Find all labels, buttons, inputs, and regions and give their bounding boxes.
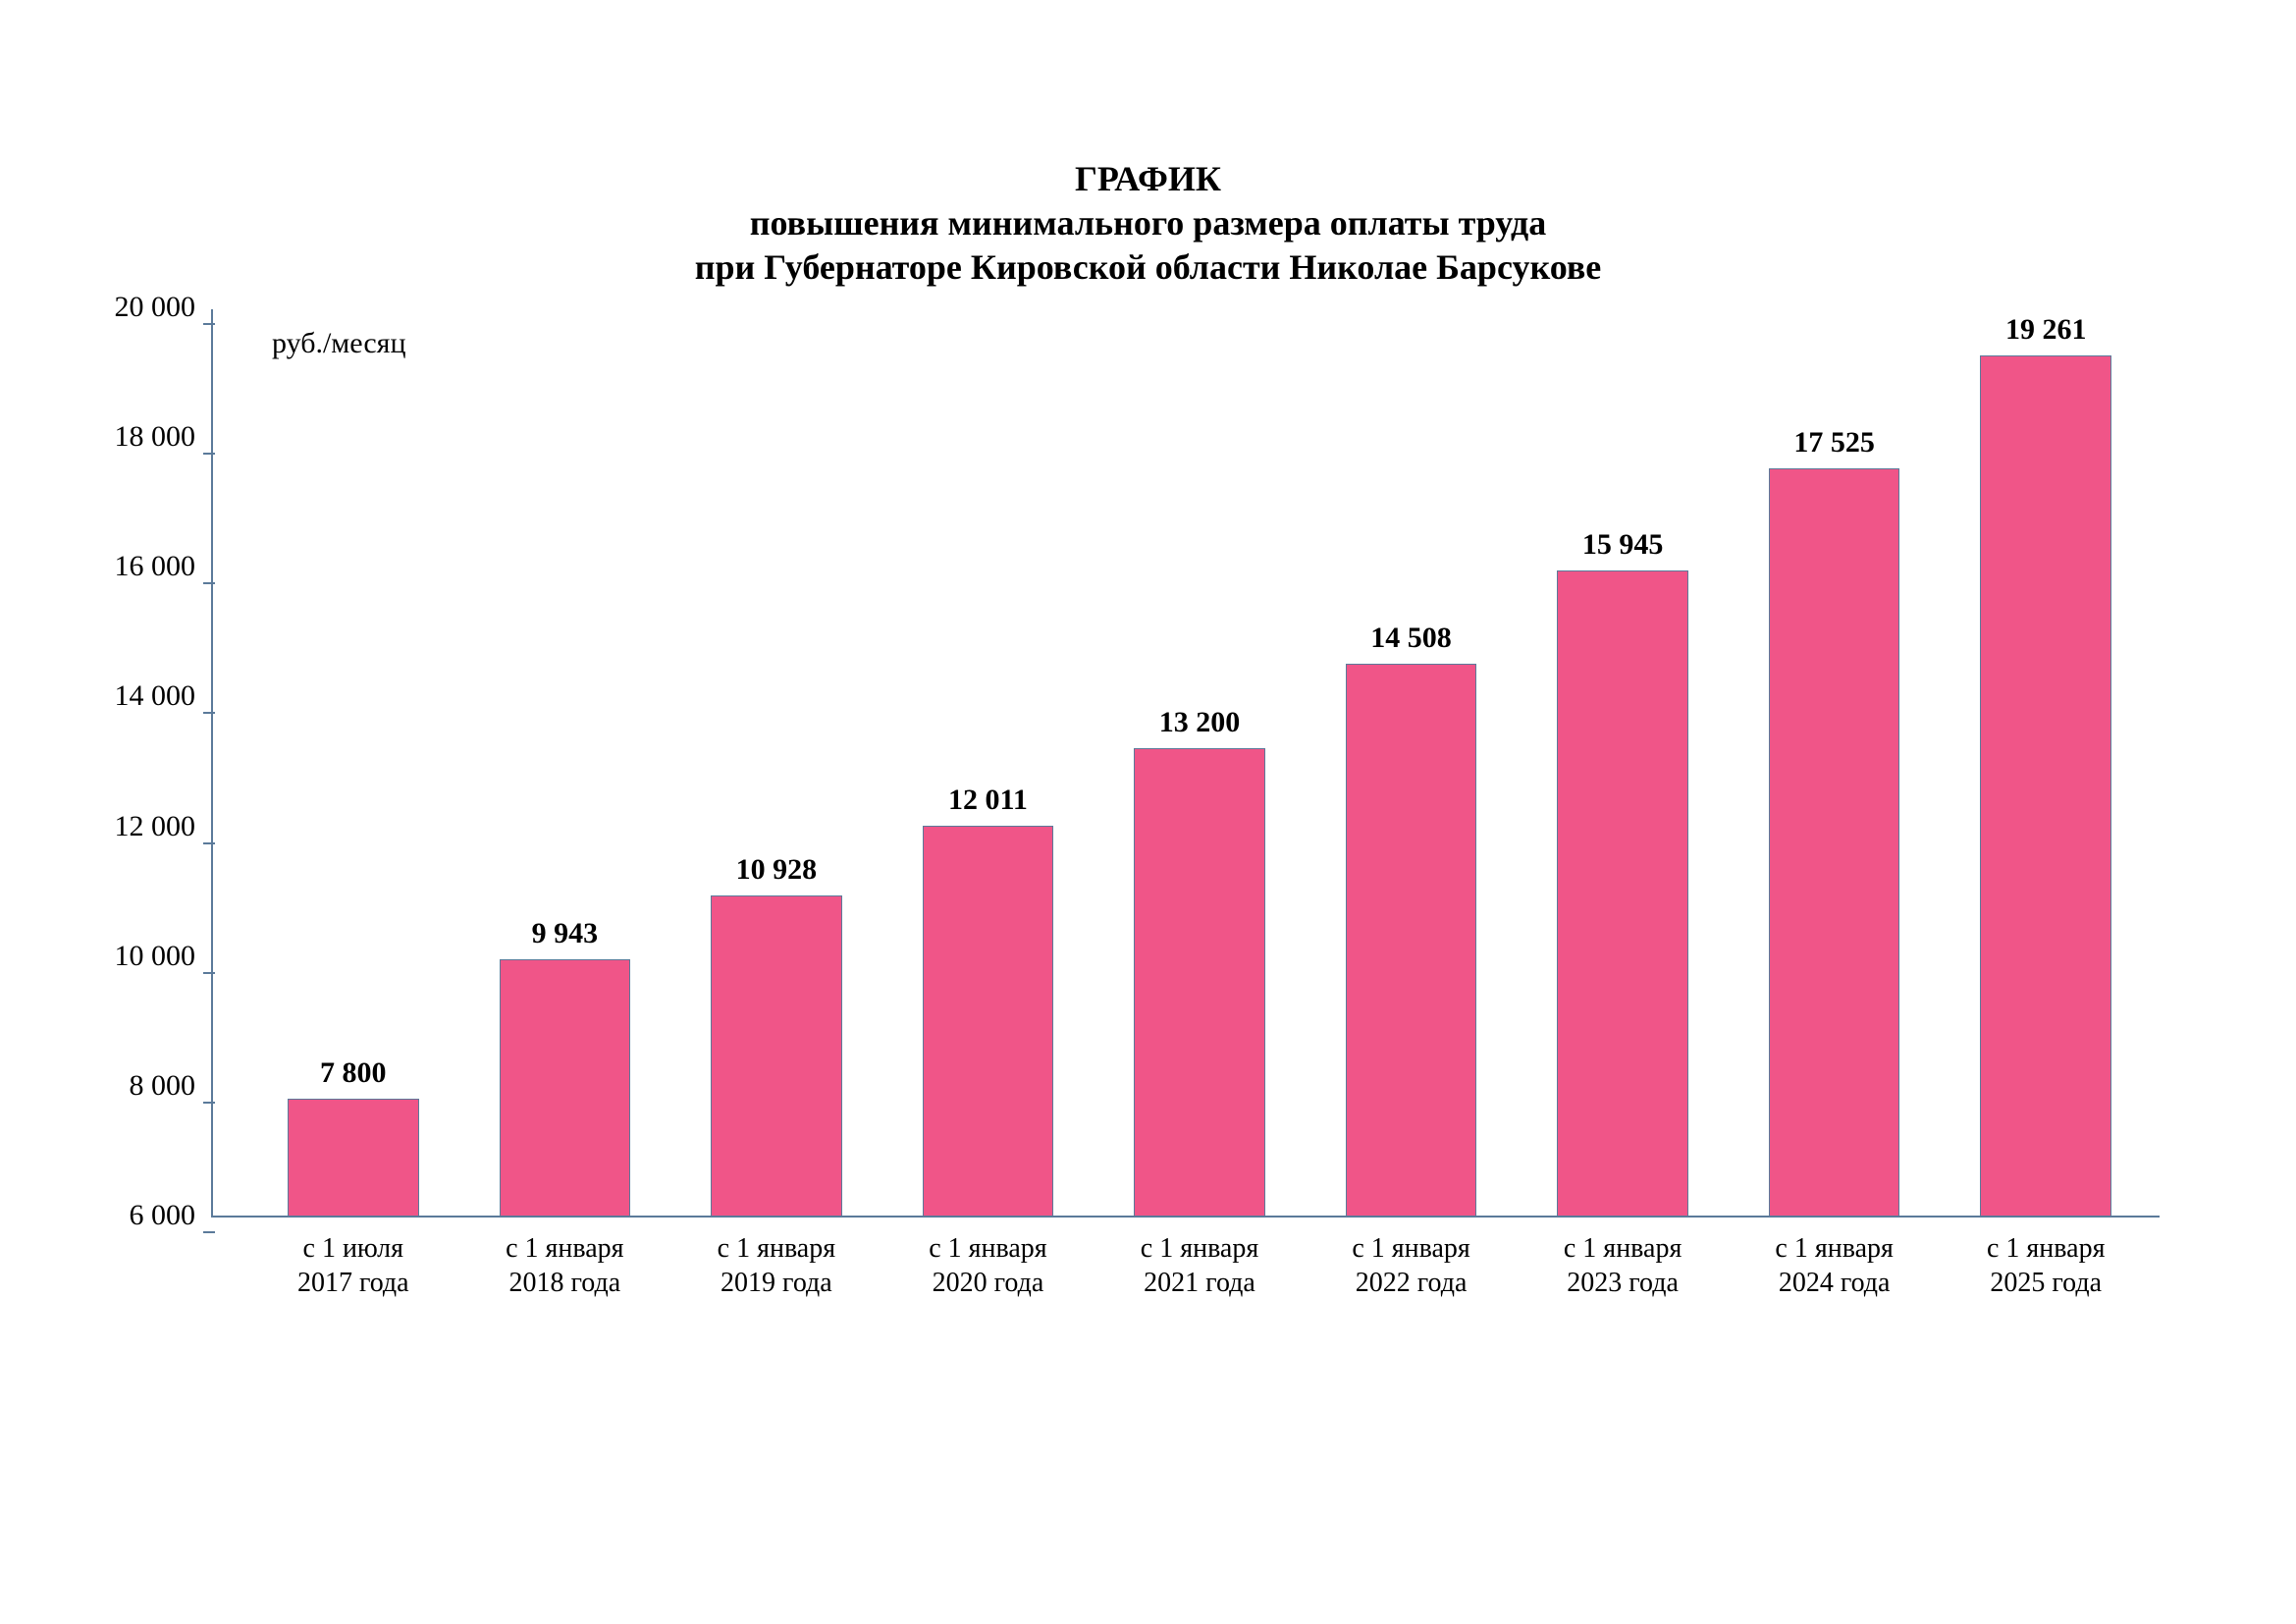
bar: 7 800 (288, 1099, 419, 1216)
x-tick-label: с 1 января2025 года (1987, 1231, 2105, 1300)
bar-value-label: 13 200 (1159, 706, 1241, 749)
bar: 10 928 (711, 895, 842, 1216)
bar-value-label: 17 525 (1793, 426, 1875, 469)
y-tick-label: 12 000 (115, 810, 214, 843)
y-tick-label: 16 000 (115, 550, 214, 583)
bar: 17 525 (1769, 468, 1900, 1216)
y-tick-label: 10 000 (115, 940, 214, 973)
bar-value-label: 7 800 (320, 1056, 387, 1100)
x-tick-label: с 1 января2022 года (1352, 1231, 1469, 1300)
bar: 14 508 (1346, 664, 1477, 1216)
y-tick-label: 18 000 (115, 420, 214, 454)
y-tick-label: 20 000 (115, 291, 214, 324)
bars-container: 7 800 9 943 10 928 12 011 13 200 14 508 15 945… (213, 309, 2160, 1216)
bar: 15 945 (1557, 570, 1688, 1216)
bar-value-label: 15 945 (1582, 528, 1664, 571)
bar-value-label: 19 261 (2005, 313, 2087, 356)
x-tick-label: с 1 января2021 года (1141, 1231, 1258, 1300)
bar: 9 943 (500, 959, 631, 1216)
page: ГРАФИК повышения минимального размера оп… (0, 0, 2296, 1624)
plot-area: руб./месяц 6 0008 00010 00012 00014 0001… (211, 309, 2160, 1218)
bar: 19 261 (1980, 355, 2111, 1216)
y-tick-label: 8 000 (130, 1069, 214, 1103)
y-tick-label: 6 000 (130, 1199, 214, 1232)
bar: 13 200 (1134, 748, 1265, 1216)
x-tick-label: с 1 июля2017 года (297, 1231, 409, 1300)
bar: 12 011 (923, 826, 1054, 1216)
y-tick-label: 14 000 (115, 679, 214, 713)
bar-value-label: 12 011 (948, 784, 1028, 827)
x-tick-label: с 1 января2020 года (929, 1231, 1046, 1300)
x-tick-label: с 1 января2024 года (1775, 1231, 1893, 1300)
x-tick-label: с 1 января2023 года (1564, 1231, 1682, 1300)
bar-value-label: 14 508 (1370, 622, 1452, 665)
bar-value-label: 10 928 (736, 853, 818, 896)
x-tick-label: с 1 января2019 года (718, 1231, 835, 1300)
bar-chart: руб./месяц 6 0008 00010 00012 00014 0001… (0, 0, 2296, 1624)
x-tick-label: с 1 января2018 года (506, 1231, 623, 1300)
bar-value-label: 9 943 (532, 917, 599, 960)
